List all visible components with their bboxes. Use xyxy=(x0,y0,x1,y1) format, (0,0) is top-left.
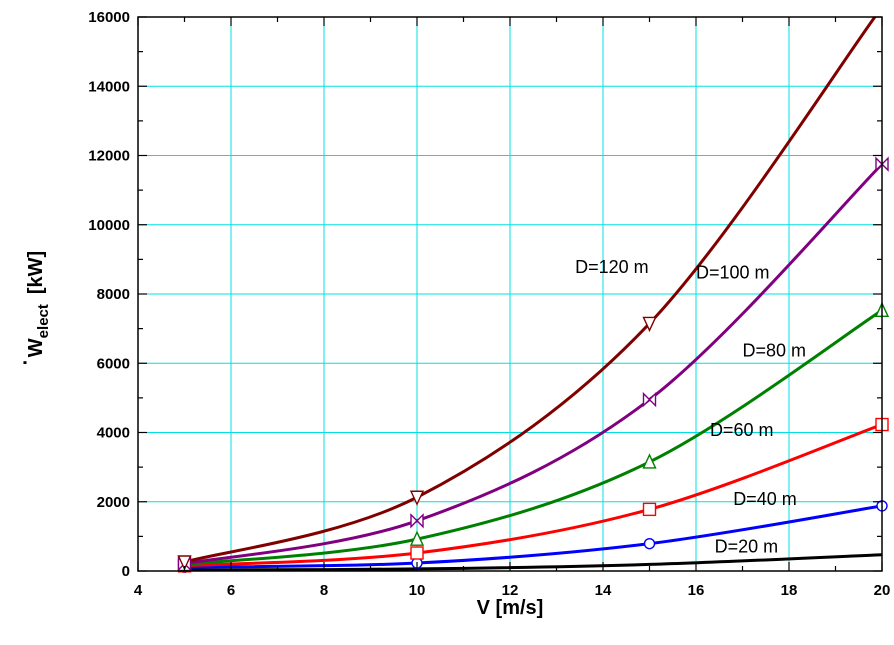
data-point-d-100-m xyxy=(410,513,424,529)
y-tick-label: 16000 xyxy=(88,9,130,26)
series-curves xyxy=(184,17,882,571)
y-tick-label: 10000 xyxy=(88,217,130,234)
series-label: D=120 m xyxy=(575,257,649,277)
y-tick-label: 12000 xyxy=(88,148,130,165)
series-line-d-20-m xyxy=(184,553,882,571)
data-point-d-60-m xyxy=(410,546,424,560)
data-point-d-60-m xyxy=(642,502,657,517)
series-line-d-120-m xyxy=(184,17,877,564)
y-tick-label: 0 xyxy=(122,563,130,580)
series-labels: D=20 m D=40 m D=60 m D=80 m D=100 m D=120 m xyxy=(575,257,806,556)
y-axis-label-main: W xyxy=(25,338,47,357)
x-tick-label: 14 xyxy=(595,582,612,599)
y-tick-label: 6000 xyxy=(97,355,130,372)
series-line-d-100-m xyxy=(184,163,882,566)
y-axis-label-subscript: elect xyxy=(35,304,52,338)
svg-text:Welect[kW]: Welect [kW] xyxy=(25,251,52,357)
x-tick-label: 18 xyxy=(781,582,798,599)
y-axis-label: Welect [kW] · xyxy=(15,251,52,366)
axis-ticks xyxy=(137,16,883,572)
x-tick-label: 10 xyxy=(409,582,426,599)
tick-labels: 4 6 8 10 12 14 16 18 20 0 2000 4000 6000 8000 10000 120… xyxy=(88,9,890,599)
series-line-d-80-m xyxy=(184,309,882,566)
x-tick-label: 20 xyxy=(874,582,891,599)
y-axis-label-dot: · xyxy=(15,359,37,366)
y-tick-label: 8000 xyxy=(97,286,130,303)
y-tick-label: 14000 xyxy=(88,78,130,95)
x-tick-label: 16 xyxy=(688,582,705,599)
series-line-d-60-m xyxy=(184,423,882,568)
series-label: D=60 m xyxy=(710,420,774,440)
x-tick-label: 4 xyxy=(134,582,143,599)
y-tick-label: 2000 xyxy=(97,494,130,511)
x-tick-label: 8 xyxy=(320,582,328,599)
x-axis-label: V [m/s] xyxy=(477,597,544,619)
data-point-d-40-m xyxy=(643,537,656,550)
data-point-d-120-m xyxy=(642,316,657,333)
y-axis-label-unit: [kW] xyxy=(25,251,47,294)
series-label: D=20 m xyxy=(715,537,779,557)
x-tick-label: 12 xyxy=(502,582,519,599)
series-label: D=80 m xyxy=(743,340,807,360)
data-point-d-100-m xyxy=(642,391,657,408)
series-line-d-40-m xyxy=(184,504,882,569)
data-point-d-120-m xyxy=(409,490,425,506)
data-point-d-80-m xyxy=(409,530,425,546)
series-label: D=40 m xyxy=(733,489,797,509)
data-point-d-120-m xyxy=(177,555,192,571)
series-label: D=100 m xyxy=(696,262,770,282)
x-tick-label: 6 xyxy=(227,582,235,599)
y-tick-label: 4000 xyxy=(97,425,130,442)
data-point-d-80-m xyxy=(642,453,657,469)
grid xyxy=(138,17,882,571)
